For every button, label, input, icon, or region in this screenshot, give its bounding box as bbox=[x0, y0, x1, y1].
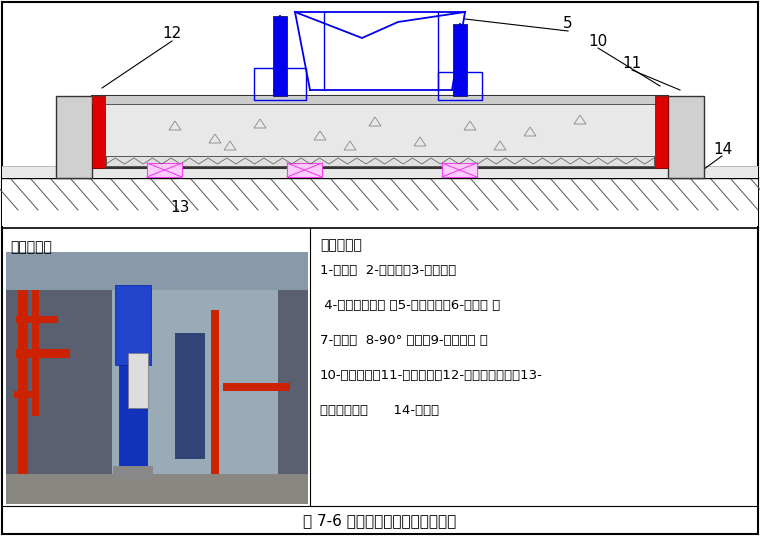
Bar bbox=[6, 474, 308, 504]
Text: 1-闸阀；  2-除污器；3-软接头；: 1-闸阀； 2-除污器；3-软接头； bbox=[320, 264, 456, 277]
Text: 10: 10 bbox=[588, 33, 608, 48]
Bar bbox=[92, 96, 668, 168]
Bar bbox=[92, 96, 105, 168]
Bar bbox=[223, 383, 290, 391]
Bar bbox=[106, 156, 654, 166]
Text: 图 7-6 立式水泵与管路连接示意图: 图 7-6 立式水泵与管路连接示意图 bbox=[303, 513, 457, 528]
Bar bbox=[112, 466, 153, 479]
Text: 12: 12 bbox=[163, 26, 182, 41]
Bar bbox=[147, 163, 182, 177]
Bar bbox=[119, 360, 147, 474]
Text: 实施案例：: 实施案例： bbox=[10, 240, 52, 254]
Bar bbox=[273, 16, 287, 96]
Bar bbox=[287, 163, 322, 177]
Text: 隔振橡胶垫；      14-地面；: 隔振橡胶垫； 14-地面； bbox=[320, 404, 439, 417]
Polygon shape bbox=[56, 96, 92, 178]
Bar bbox=[14, 391, 38, 398]
Bar bbox=[254, 68, 306, 100]
Text: 10-浮动底座；11-隔离夹板；12-外部等级夹板；13-: 10-浮动底座；11-隔离夹板；12-外部等级夹板；13- bbox=[320, 369, 543, 382]
Bar bbox=[2, 178, 758, 226]
Bar bbox=[92, 96, 668, 104]
Bar bbox=[128, 353, 148, 408]
Bar bbox=[112, 290, 278, 474]
Text: 符号说明：: 符号说明： bbox=[320, 238, 362, 252]
Text: 13: 13 bbox=[170, 200, 190, 215]
Text: 5: 5 bbox=[563, 17, 573, 32]
Bar bbox=[2, 166, 758, 178]
Bar bbox=[16, 349, 71, 358]
Bar bbox=[211, 310, 220, 474]
Bar bbox=[6, 252, 308, 290]
Bar bbox=[442, 163, 477, 177]
Polygon shape bbox=[668, 96, 704, 178]
Bar bbox=[32, 290, 39, 416]
Text: 14: 14 bbox=[714, 143, 733, 158]
Bar bbox=[16, 316, 59, 323]
Bar bbox=[453, 24, 467, 96]
Bar bbox=[655, 96, 668, 168]
Bar bbox=[438, 72, 482, 100]
Text: 7-支架；  8-90° 弯头；9-弹性吊架 ；: 7-支架； 8-90° 弯头；9-弹性吊架 ； bbox=[320, 334, 488, 347]
Bar bbox=[18, 290, 28, 474]
Text: 4-压力表连旋塞 ；5-立式水泵；6-止回阀 ；: 4-压力表连旋塞 ；5-立式水泵；6-止回阀 ； bbox=[320, 299, 500, 312]
Text: 11: 11 bbox=[622, 56, 641, 71]
Bar bbox=[6, 252, 308, 504]
Bar bbox=[175, 333, 205, 459]
Bar bbox=[115, 285, 150, 366]
